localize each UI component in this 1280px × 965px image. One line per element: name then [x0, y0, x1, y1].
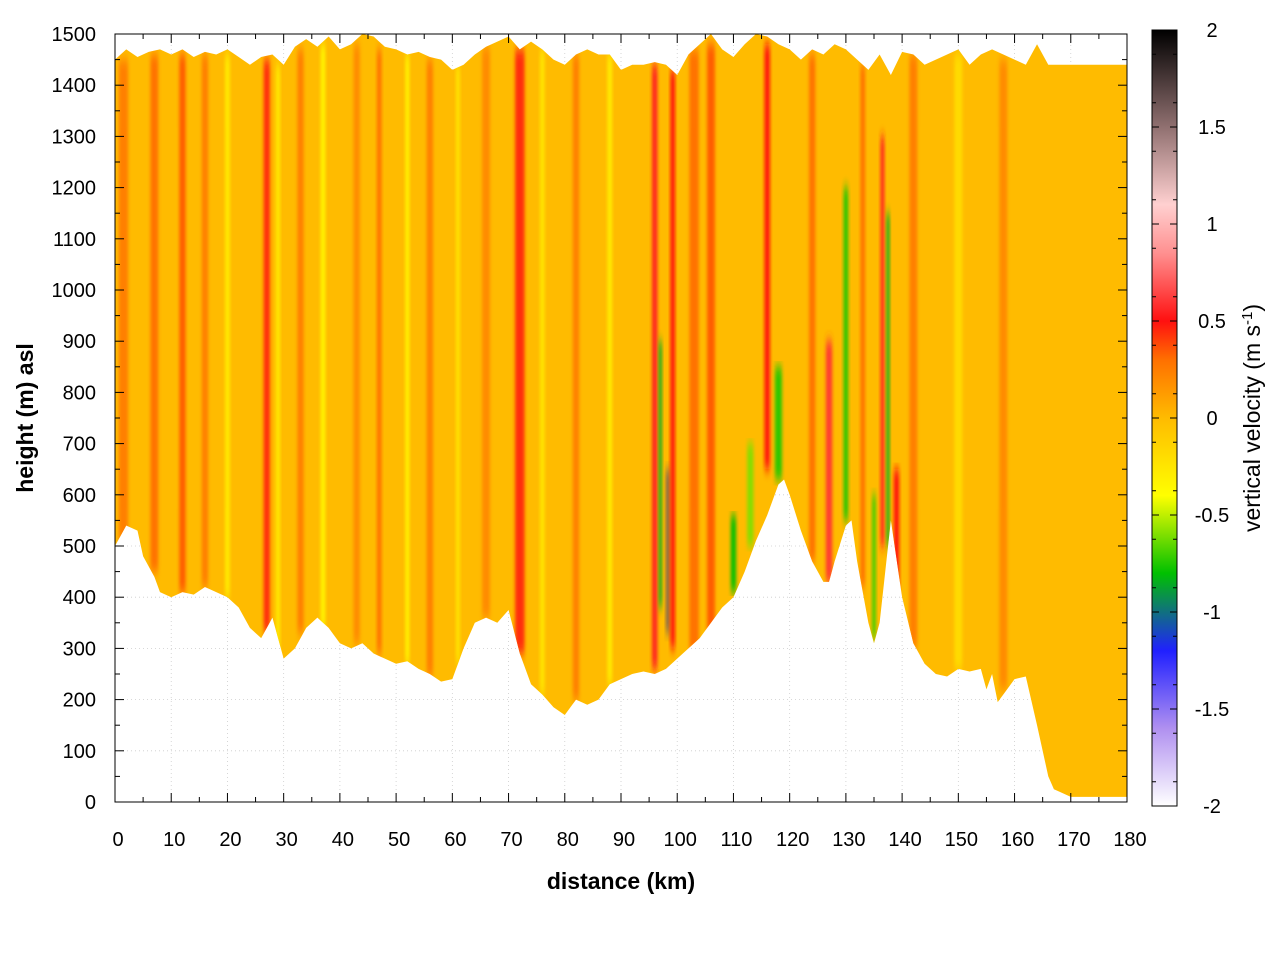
x-tick-label: 180 — [1113, 829, 1146, 851]
x-tick-label: 30 — [276, 829, 298, 851]
colorbar-ticks: 2 1.5 1 0.5 0 -0.5 -1 -1.5 -2 — [1152, 20, 1229, 818]
y-tick-label: 700 — [63, 434, 96, 456]
x-tick-label: 80 — [557, 829, 579, 851]
x-tick-label: 90 — [613, 829, 635, 851]
colorbar-tick-label: 0 — [1206, 408, 1217, 430]
y-tick-label: 800 — [63, 382, 96, 404]
y-tick-label: 400 — [63, 587, 96, 609]
y-tick-label: 1500 — [52, 24, 97, 46]
velocity-streak — [455, 64, 460, 664]
colorbar-tick-label: -0.5 — [1195, 505, 1229, 527]
y-tick-label: 0 — [85, 792, 96, 814]
x-tick-label: 150 — [945, 829, 978, 851]
velocity-streak — [825, 341, 833, 582]
velocity-streak — [276, 64, 281, 654]
velocity-streak — [747, 443, 754, 546]
velocity-streak — [353, 44, 360, 644]
velocity-streak — [572, 54, 580, 700]
y-tick-label: 900 — [63, 331, 96, 353]
velocity-streak — [707, 44, 715, 639]
colorbar-tick-label: 0.5 — [1198, 311, 1226, 333]
velocity-streak — [774, 366, 782, 480]
x-tick-label: 0 — [112, 829, 123, 851]
y-tick-label: 1300 — [52, 126, 97, 148]
velocity-streak — [118, 59, 129, 546]
y-tick-label: 500 — [63, 536, 96, 558]
y-tick-label: 1100 — [53, 229, 96, 251]
velocity-streak — [999, 59, 1008, 690]
x-tick-label: 40 — [332, 829, 354, 851]
velocity-streak — [376, 49, 382, 654]
velocity-streak — [893, 469, 900, 598]
colorbar-label: vertical velocity (m s-1) — [1239, 304, 1266, 532]
velocity-streak — [515, 49, 525, 654]
x-tick-label: 70 — [500, 829, 522, 851]
x-tick-label: 130 — [832, 829, 865, 851]
colorbar-tick-label: -2 — [1203, 796, 1221, 818]
y-tick-label: 1200 — [52, 178, 97, 200]
x-tick-label: 170 — [1057, 829, 1090, 851]
y-tick-label: 300 — [63, 638, 96, 660]
velocity-streak — [843, 187, 849, 521]
colorbar-tick-label: -1.5 — [1195, 699, 1229, 721]
colorbar-tick-label: 1 — [1206, 214, 1217, 236]
velocity-streak — [670, 69, 676, 649]
velocity-streak — [909, 54, 918, 649]
velocity-streak — [320, 44, 326, 628]
colorbar-tick-label: 1.5 — [1198, 117, 1226, 139]
velocity-streak — [539, 49, 545, 695]
y-axis-label: height (m) asl — [12, 343, 38, 493]
x-tick-label: 20 — [219, 829, 241, 851]
x-tick-label: 50 — [388, 829, 410, 851]
y-tick-label: 1000 — [52, 280, 97, 302]
x-tick-label: 160 — [1001, 829, 1034, 851]
velocity-streak — [658, 341, 662, 608]
velocity-streak — [730, 515, 737, 593]
velocity-streak — [179, 54, 186, 593]
velocity-streak — [225, 54, 230, 598]
colorbar-tick-label: 2 — [1206, 20, 1217, 42]
x-tick-label: 10 — [163, 829, 185, 851]
x-tick-label: 120 — [776, 829, 809, 851]
velocity-streak — [405, 54, 410, 664]
colorbar-tick-label: -1 — [1203, 602, 1221, 624]
velocity-streak — [651, 64, 658, 669]
velocity-streak — [860, 64, 866, 587]
velocity-streak — [689, 49, 699, 654]
velocity-streak — [872, 494, 876, 639]
x-tick-label: 100 — [664, 829, 697, 851]
velocity-streak — [482, 46, 491, 618]
velocity-streak — [201, 54, 209, 587]
velocity-streak — [954, 54, 963, 669]
velocity-streak — [880, 136, 885, 546]
velocity-streak — [764, 44, 770, 470]
x-axis-label: distance (km) — [547, 868, 695, 894]
velocity-streak — [426, 59, 433, 677]
y-tick-label: 1400 — [52, 75, 97, 97]
colorbar-label-end: ) — [1239, 304, 1265, 312]
x-tick-label: 60 — [444, 829, 466, 851]
colorbar-label-sup: -1 — [1239, 312, 1256, 325]
colorbar-label-main: vertical velocity (m s — [1239, 325, 1265, 532]
y-tick-label: 200 — [63, 690, 96, 712]
velocity-streak — [263, 59, 270, 634]
x-axis-ticks: 0 10 20 30 40 50 60 70 80 90 100 110 120 130 140 150 160… — [112, 34, 1147, 851]
velocity-streak — [150, 54, 159, 572]
y-tick-label: 600 — [63, 485, 96, 507]
velocity-streak — [297, 49, 304, 634]
y-axis-ticks: 0 100 200 300 400 500 600 700 800 900 1000 1100 1200… — [52, 24, 1127, 814]
velocity-streak — [607, 54, 613, 685]
velocity-streak — [809, 54, 816, 562]
y-tick-label: 100 — [63, 741, 96, 763]
velocity-streak — [665, 469, 670, 634]
x-tick-label: 140 — [888, 829, 921, 851]
colorbar: 2 1.5 1 0.5 0 -0.5 -1 -1.5 -2 vertical velocity … — [1151, 20, 1266, 818]
velocity-streak — [886, 213, 890, 546]
x-tick-label: 110 — [720, 829, 752, 851]
